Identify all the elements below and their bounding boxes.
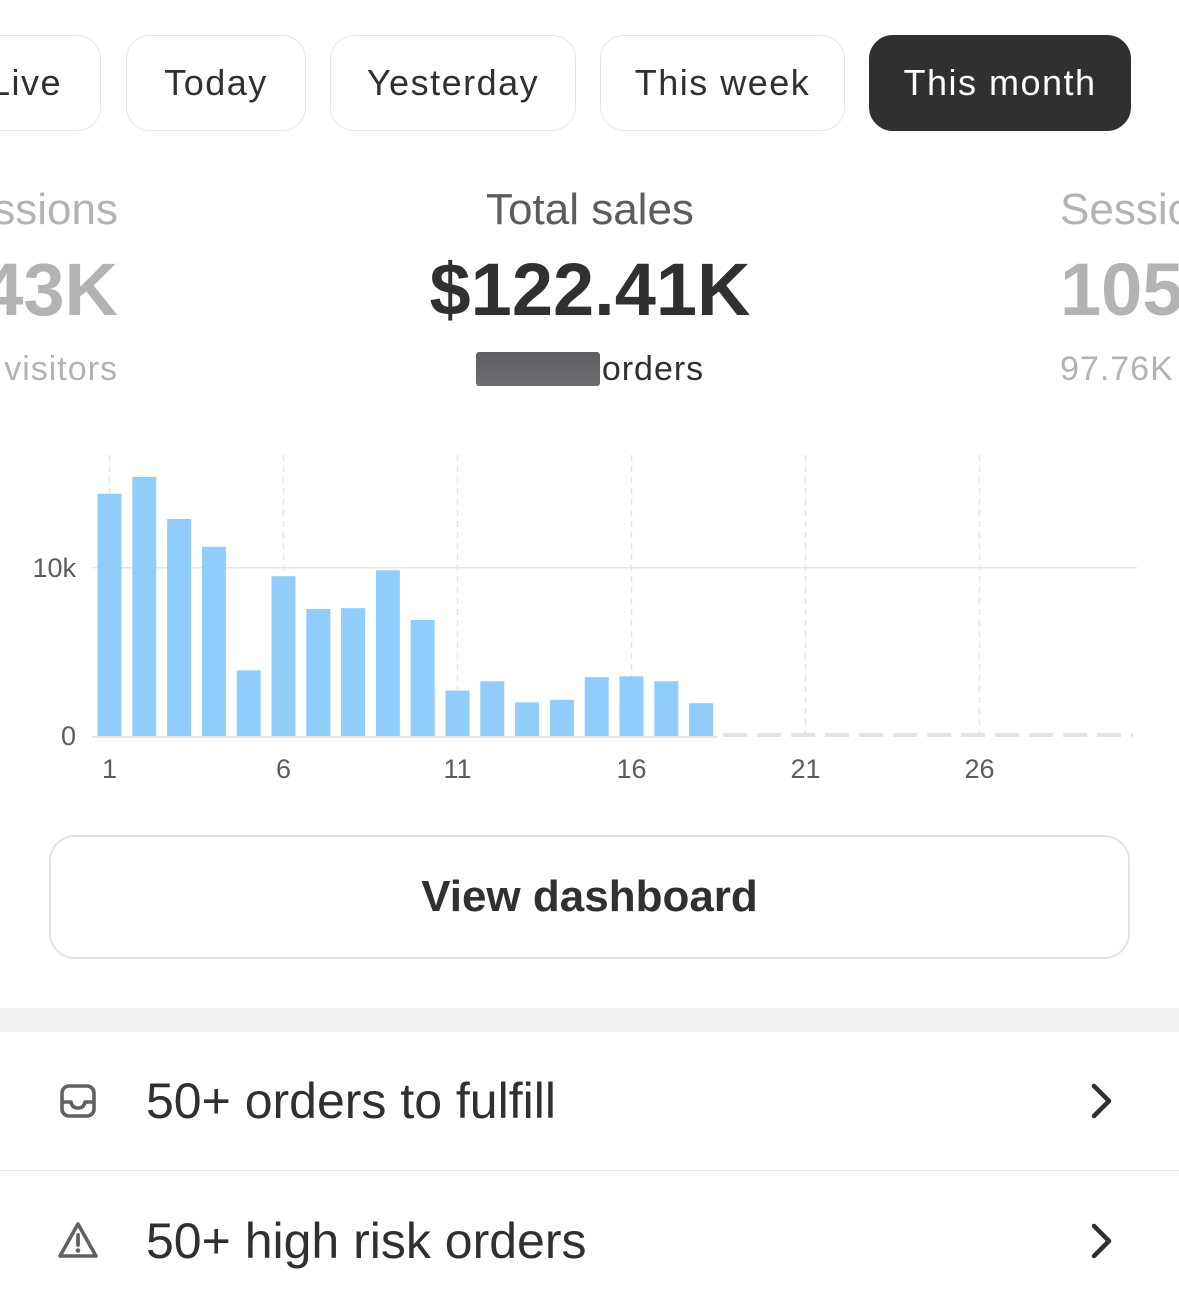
- tab-this-week[interactable]: This week: [600, 35, 845, 131]
- metric-subtext: visitors: [4, 350, 118, 388]
- chevron-right-icon: [1091, 1083, 1112, 1119]
- chevron-right-icon: [1091, 1223, 1112, 1259]
- chart-bar-day-17: [654, 681, 679, 736]
- chart-bar-day-5: [236, 670, 261, 736]
- warning-icon: [58, 1222, 98, 1258]
- x-tick-label: 1: [102, 754, 117, 784]
- x-tick-label: 11: [443, 754, 471, 784]
- metric-value: $122.41K: [429, 248, 751, 331]
- chart-bar-day-11: [445, 690, 470, 736]
- metric-subtext: orders: [601, 350, 705, 388]
- metric-label: Sessic: [1060, 185, 1179, 234]
- metric-label: Total sales: [486, 185, 694, 234]
- x-tick-label: 21: [790, 754, 820, 784]
- chart-bar-day-18: [689, 703, 714, 736]
- chart-bar-day-10: [410, 619, 435, 736]
- chart-bar-day-8: [341, 608, 366, 736]
- chart-bar-day-15: [584, 677, 609, 736]
- chart-bar-day-1: [97, 493, 122, 736]
- x-tick-label: 16: [616, 754, 646, 784]
- tab-this-month[interactable]: This month: [869, 35, 1131, 131]
- x-tick-label: 26: [964, 754, 994, 784]
- chart-bar-day-16: [619, 676, 644, 736]
- period-tabs: Live Today Yesterday This week This mont…: [0, 0, 1179, 160]
- view-dashboard-button[interactable]: View dashboard: [49, 835, 1130, 959]
- metric-value: 43K: [0, 248, 118, 331]
- chart-bar-day-3: [167, 518, 192, 736]
- high-risk-orders-row[interactable]: 50+ high risk orders: [0, 1172, 1179, 1310]
- chart-bar-day-2: [132, 476, 157, 736]
- tab-live[interactable]: Live: [0, 35, 101, 131]
- redacted-order-count: [475, 352, 600, 386]
- chart-bar-day-9: [375, 570, 400, 736]
- chart-bar-day-13: [515, 702, 540, 736]
- orders-to-fulfill-row[interactable]: 50+ orders to fulfill: [0, 1032, 1179, 1171]
- task-label: 50+ orders to fulfill: [146, 1073, 556, 1129]
- tab-yesterday[interactable]: Yesterday: [330, 35, 576, 131]
- chart-bar-day-4: [201, 546, 226, 736]
- metric-card-sessions-prev[interactable]: ssions 43K visitors: [0, 180, 118, 394]
- metric-subtext: 97.76K: [1060, 350, 1174, 388]
- metric-subtext-row: orders: [330, 344, 850, 394]
- section-divider: [0, 1008, 1179, 1032]
- chart-bar-day-6: [271, 576, 296, 736]
- tab-today[interactable]: Today: [126, 35, 306, 131]
- metric-label: ssions: [0, 185, 118, 234]
- inbox-icon: [60, 1084, 96, 1118]
- y-tick-label: 0: [61, 721, 76, 751]
- metric-value: 105: [1060, 248, 1179, 331]
- chart-bar-day-7: [306, 608, 331, 736]
- y-tick-label: 10k: [32, 553, 76, 583]
- metric-card-sessions-next[interactable]: Sessic 105 97.76K: [1060, 180, 1179, 394]
- metric-card-total-sales[interactable]: Total sales $122.41K orders: [330, 180, 850, 394]
- task-label: 50+ high risk orders: [146, 1213, 587, 1269]
- chart-bar-day-14: [549, 699, 574, 736]
- chart-bar-day-12: [480, 681, 505, 736]
- x-tick-label: 6: [276, 754, 291, 784]
